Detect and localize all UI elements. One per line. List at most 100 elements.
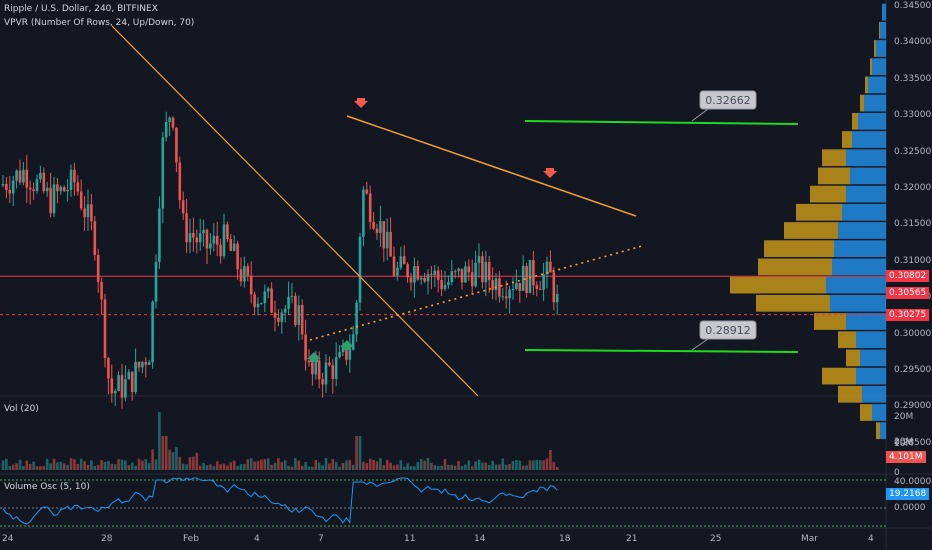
candle-down: [215, 235, 219, 245]
candle-down: [83, 208, 86, 218]
volume-bar: [28, 464, 32, 470]
volume-bar: [49, 463, 52, 470]
vpvr-up-volume-bar: [842, 203, 886, 221]
candle-up: [260, 303, 263, 305]
candle-up: [243, 266, 246, 282]
candle-up: [474, 262, 477, 287]
candle-up: [457, 268, 460, 272]
candle-down: [90, 204, 93, 222]
vpvr-up-volume-bar: [876, 40, 886, 57]
candle-down: [389, 231, 392, 257]
volume-bar: [402, 466, 406, 470]
candle-down: [73, 169, 76, 183]
candle-down: [436, 270, 440, 280]
volume-osc-pane-label[interactable]: Volume Osc (5, 10): [4, 482, 90, 492]
volume-bar: [511, 461, 515, 470]
volume-bar: [260, 459, 263, 470]
vpvr-down-volume-bar: [730, 276, 826, 294]
volume-bar: [270, 464, 273, 470]
candle-up: [154, 261, 158, 302]
candle-down: [525, 265, 528, 293]
volume-bar: [62, 463, 66, 470]
candle-down: [239, 269, 243, 282]
vpvr-up-volume-bar: [856, 367, 886, 385]
volume-bar: [538, 460, 542, 470]
volume-bar: [504, 464, 508, 470]
candle-up: [494, 278, 498, 291]
candle-down: [460, 268, 464, 283]
candle-up: [11, 180, 15, 194]
vpvr-up-volume-bar: [838, 222, 886, 239]
volume-bar: [8, 465, 12, 470]
candle-down: [219, 244, 222, 257]
candle-down: [236, 243, 239, 270]
volume-bar: [103, 462, 107, 470]
candle-down: [253, 294, 256, 308]
volume-bar: [542, 460, 545, 470]
volume-bar: [171, 451, 175, 470]
vpvr-down-volume-bar: [822, 149, 846, 167]
volume-bar: [158, 412, 161, 470]
candle-up: [464, 266, 467, 283]
volume-bar: [423, 460, 426, 470]
vpvr-up-volume-bar: [882, 3, 886, 21]
volume-bar: [229, 462, 233, 470]
candle-up: [134, 361, 137, 393]
volume-bar: [76, 463, 80, 470]
candle-up: [358, 236, 362, 303]
vpvr-up-volume-bar: [856, 331, 886, 349]
volume-bar: [107, 460, 110, 470]
volume-bar: [130, 462, 134, 470]
vpvr-up-volume-bar: [826, 276, 886, 294]
arrow-down-icon: [543, 168, 557, 178]
volume-bar: [185, 464, 188, 470]
candle-down: [365, 189, 369, 194]
candle-up: [222, 224, 226, 257]
volume-bar: [362, 461, 365, 470]
descending-trendline: [111, 25, 479, 397]
volume-bar: [73, 459, 76, 470]
candle-down: [178, 162, 182, 201]
vpvr-down-volume-bar: [758, 258, 832, 276]
candle-up: [450, 271, 454, 283]
candle-down: [100, 281, 103, 300]
volume-bar: [120, 459, 124, 470]
volume-bar: [32, 461, 35, 470]
candle-up: [447, 282, 450, 285]
candle-down: [549, 261, 552, 273]
volume-bar: [273, 462, 277, 470]
vpvr-up-volume-bar: [860, 349, 886, 367]
volume-bar: [161, 436, 165, 470]
volume-pane-label[interactable]: Vol (20): [4, 404, 39, 414]
volume-bar: [338, 466, 341, 470]
volume-bar: [481, 462, 484, 470]
callout-box: [699, 320, 757, 340]
volume-bar: [45, 458, 49, 470]
candle-down: [328, 362, 331, 366]
volume-bar: [11, 464, 15, 470]
price-marker-label: 0.30275: [886, 308, 930, 321]
volume-bar: [328, 463, 331, 470]
candle-up: [263, 291, 267, 304]
volume-bar: [39, 466, 42, 470]
time-tick-label: 18: [559, 534, 571, 544]
volume-bar: [22, 466, 25, 470]
volume-bar: [379, 458, 382, 470]
candle-up: [511, 289, 515, 291]
volume-bar: [453, 465, 457, 470]
vpvr-up-volume-bar: [832, 258, 886, 276]
volume-bar: [300, 466, 304, 470]
candle-down: [409, 277, 413, 283]
candle-up: [198, 233, 202, 243]
candle-up: [484, 262, 488, 283]
chart-title: Ripple / U.S. Dollar, 240, BITFINEX: [4, 4, 158, 14]
volume-bar: [287, 465, 290, 470]
volume-bar: [467, 460, 471, 470]
candle-up: [168, 117, 171, 122]
volume-bar: [175, 447, 178, 470]
vpvr-indicator-label[interactable]: VPVR (Number Of Rows, 24, Up/Down, 70): [4, 18, 195, 28]
volume-bar: [314, 460, 318, 470]
volume-bar: [430, 462, 433, 470]
time-tick-label: 14: [474, 534, 486, 544]
